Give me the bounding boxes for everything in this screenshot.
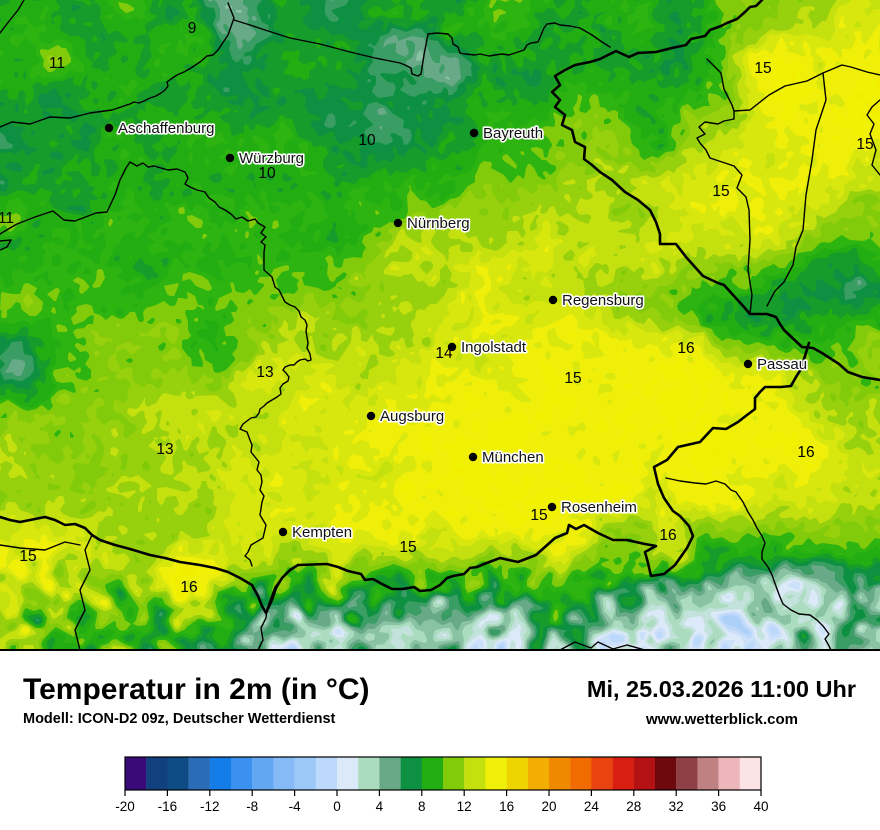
svg-text:13: 13 bbox=[256, 364, 273, 381]
svg-text:9: 9 bbox=[188, 20, 197, 37]
svg-text:-20: -20 bbox=[115, 799, 135, 814]
svg-text:13: 13 bbox=[156, 441, 173, 458]
svg-text:8: 8 bbox=[418, 799, 426, 814]
svg-text:16: 16 bbox=[659, 527, 676, 544]
svg-text:Mi, 25.03.2026 11:00 Uhr: Mi, 25.03.2026 11:00 Uhr bbox=[587, 676, 856, 702]
svg-text:11: 11 bbox=[0, 210, 14, 227]
svg-text:0: 0 bbox=[333, 799, 341, 814]
svg-text:28: 28 bbox=[626, 799, 641, 814]
svg-text:Passau: Passau bbox=[757, 356, 807, 373]
svg-text:München: München bbox=[482, 449, 544, 466]
svg-text:Aschaffenburg: Aschaffenburg bbox=[118, 120, 214, 137]
svg-text:11: 11 bbox=[49, 55, 65, 72]
svg-text:4: 4 bbox=[376, 799, 384, 814]
svg-text:Bayreuth: Bayreuth bbox=[483, 125, 543, 142]
svg-text:15: 15 bbox=[712, 183, 729, 200]
svg-text:Ingolstadt: Ingolstadt bbox=[461, 339, 527, 356]
svg-text:16: 16 bbox=[499, 799, 514, 814]
svg-text:15: 15 bbox=[856, 136, 873, 153]
svg-text:36: 36 bbox=[711, 799, 726, 814]
svg-text:-4: -4 bbox=[289, 799, 301, 814]
svg-text:10: 10 bbox=[358, 132, 376, 149]
svg-text:-16: -16 bbox=[158, 799, 178, 814]
svg-text:Rosenheim: Rosenheim bbox=[561, 499, 637, 516]
svg-text:15: 15 bbox=[564, 370, 581, 387]
svg-text:15: 15 bbox=[19, 548, 36, 565]
svg-text:www.wetterblick.com: www.wetterblick.com bbox=[645, 711, 798, 728]
svg-text:40: 40 bbox=[753, 799, 768, 814]
svg-text:24: 24 bbox=[584, 799, 600, 814]
svg-text:Temperatur in 2m (in °C): Temperatur in 2m (in °C) bbox=[23, 673, 369, 706]
svg-text:10: 10 bbox=[258, 165, 276, 182]
svg-text:Augsburg: Augsburg bbox=[380, 408, 444, 425]
svg-text:16: 16 bbox=[797, 444, 814, 461]
svg-text:Würzburg: Würzburg bbox=[239, 150, 304, 167]
svg-text:Modell: ICON-D2 09z, Deutscher: Modell: ICON-D2 09z, Deutscher Wetterdie… bbox=[23, 711, 336, 727]
svg-text:12: 12 bbox=[457, 799, 472, 814]
svg-text:Nürnberg: Nürnberg bbox=[407, 215, 470, 232]
svg-text:-8: -8 bbox=[246, 799, 258, 814]
svg-text:14: 14 bbox=[435, 345, 453, 362]
svg-text:15: 15 bbox=[530, 507, 547, 524]
svg-text:Kempten: Kempten bbox=[292, 524, 352, 541]
svg-text:20: 20 bbox=[541, 799, 556, 814]
svg-text:16: 16 bbox=[677, 340, 694, 357]
svg-text:-12: -12 bbox=[200, 799, 220, 814]
svg-text:15: 15 bbox=[399, 539, 416, 556]
svg-text:32: 32 bbox=[669, 799, 684, 814]
svg-text:Regensburg: Regensburg bbox=[562, 292, 644, 309]
svg-text:15: 15 bbox=[754, 60, 771, 77]
svg-text:16: 16 bbox=[180, 579, 197, 596]
